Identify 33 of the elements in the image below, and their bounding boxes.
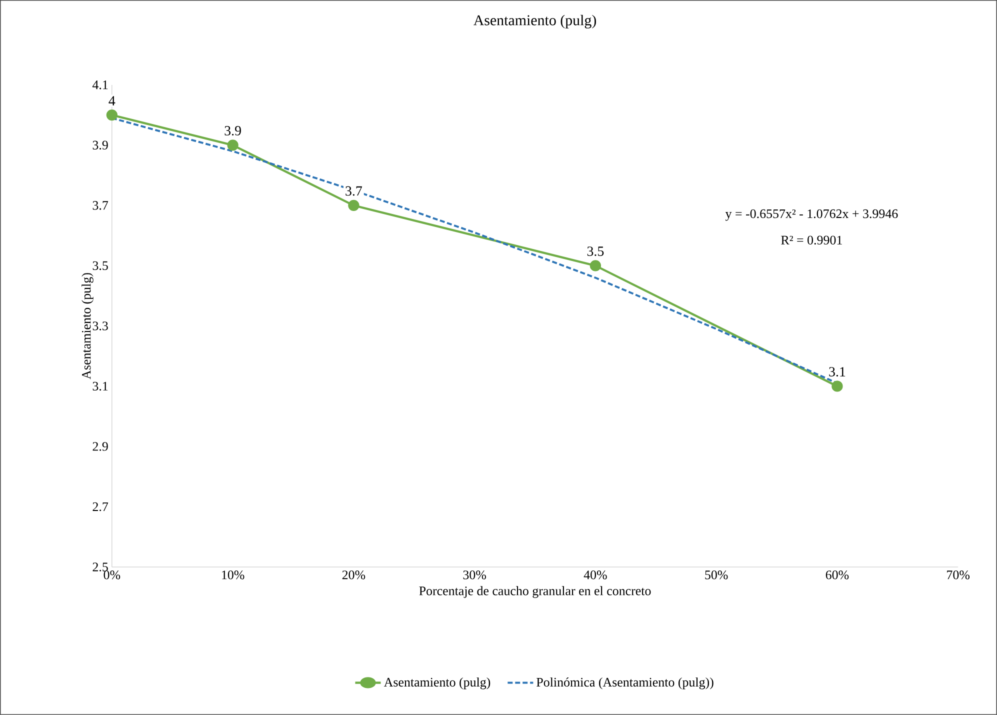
x-tick-label: 0% <box>104 570 120 580</box>
legend-label: Polinómica (Asentamiento (pulg)) <box>536 678 714 690</box>
x-axis-title: Porcentaje de caucho granular en el concreto <box>419 586 651 598</box>
data-label: 4 <box>108 96 116 106</box>
y-tick-label: 2.9 <box>92 442 108 451</box>
x-tick-label: 20% <box>342 570 366 580</box>
x-tick-label: 70% <box>947 570 970 580</box>
point <box>832 380 843 392</box>
data-label: 3.9 <box>224 126 241 136</box>
y-tick-label: 3.5 <box>92 261 108 270</box>
x-tick-label: 40% <box>584 570 607 580</box>
annotation: R² = 0.9901 <box>781 236 842 245</box>
point <box>106 109 118 121</box>
point <box>227 140 238 151</box>
y-tick-label: 3.7 <box>92 201 108 210</box>
y-tick-label: 3.1 <box>92 382 108 391</box>
legend-label: Asentamiento (pulg) <box>384 678 490 690</box>
chart-title: Asentamiento (pulg) <box>474 14 596 28</box>
y-axis-title: Asentamiento (pulg) <box>82 273 94 380</box>
point <box>348 200 360 212</box>
point <box>590 260 602 272</box>
y-tick-label: 4.1 <box>92 80 108 90</box>
x-tick-label: 30% <box>463 570 486 580</box>
annotation: y = -0.6557x² - 1.0762x + 3.9946 <box>725 209 898 221</box>
data-label: 3.5 <box>587 246 604 256</box>
data-label: 3.1 <box>829 367 846 377</box>
y-tick-label: 3.3 <box>92 322 108 330</box>
y-tick-label: 3.9 <box>92 140 108 150</box>
x-tick-label: 60% <box>826 570 849 580</box>
y-tick-label: 2.7 <box>92 502 108 512</box>
x-tick-label: 10% <box>222 570 244 580</box>
x-tick-label: 50% <box>705 570 728 580</box>
y-tick-label: 2.5 <box>92 562 108 572</box>
